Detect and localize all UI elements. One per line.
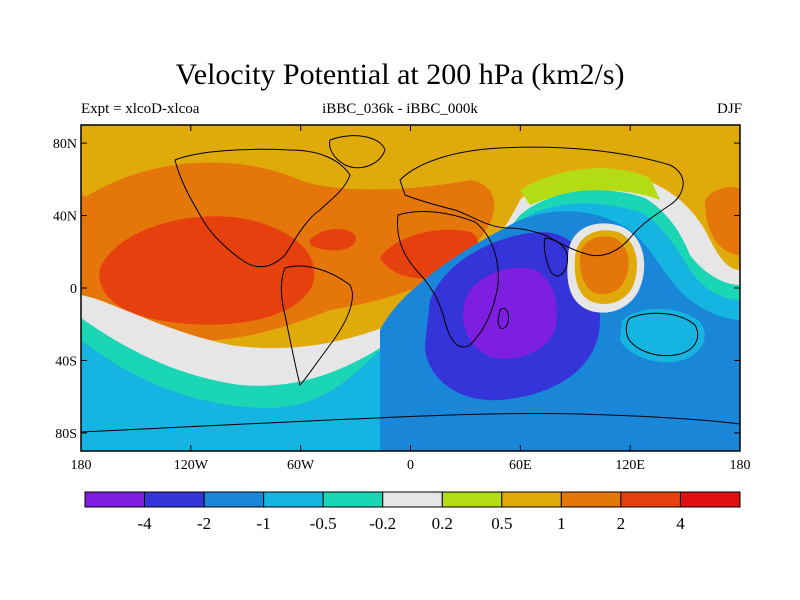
- coast-south-america: [280, 265, 353, 386]
- x-tick-label: 0: [407, 458, 414, 473]
- colorbar-label: -0.2: [369, 514, 396, 533]
- difference-label: iBBC_036k - iBBC_000k: [322, 101, 478, 117]
- season-label: DJF: [716, 101, 742, 117]
- coast-india: [543, 237, 568, 277]
- chart-title: Velocity Potential at 200 hPa (km2/s): [175, 58, 625, 91]
- y-tick-label: 0: [70, 282, 77, 297]
- contour-australia-cyan: [620, 308, 705, 363]
- coast-north-america: [174, 148, 351, 268]
- coast-africa: [396, 210, 499, 348]
- coastlines: [81, 135, 740, 433]
- velocity-potential-field: [81, 162, 740, 451]
- colorbar-label: 1: [557, 514, 566, 533]
- x-tick-label: 60E: [509, 458, 532, 473]
- y-tick-label: 40N: [53, 210, 77, 225]
- colorbar-label: -2: [197, 514, 211, 533]
- colorbar-swatch: [84, 491, 146, 508]
- coast-europe-asia: [399, 146, 684, 257]
- colorbar-label: -4: [137, 514, 152, 533]
- contour-indochina-orange: [579, 236, 629, 295]
- colorbar-label: -1: [257, 514, 271, 533]
- contour-red-pacific: [99, 216, 315, 325]
- colorbar-swatch: [441, 491, 503, 508]
- colorbar-swatch: [263, 491, 324, 508]
- contour-orange-westedge: [81, 195, 98, 253]
- y-axis: 80N 40N 0 40S 80S: [53, 137, 740, 442]
- colorbar-swatch: [322, 491, 384, 508]
- x-tick-label: 180: [730, 458, 751, 473]
- x-tick-label: 120E: [615, 458, 645, 473]
- x-axis: 180 120W 60W 0 60E 120E 180: [71, 125, 751, 473]
- y-tick-label: 40S: [55, 354, 77, 369]
- colorbar-swatch: [560, 491, 622, 508]
- colorbar-swatch: [382, 491, 443, 508]
- colorbar-swatch: [144, 491, 205, 508]
- contour-green-band: [520, 168, 660, 205]
- colorbar: -4 -2 -1 -0.5 -0.2 0.2 0.5 1 2 4: [84, 491, 741, 533]
- coast-greenland: [329, 135, 386, 169]
- x-tick-label: 120W: [174, 458, 209, 473]
- colorbar-label: -0.5: [310, 514, 337, 533]
- colorbar-label: 4: [676, 514, 685, 533]
- contour-orange-east: [705, 187, 740, 255]
- experiment-label: Expt = xlcoD-xlcoa: [81, 101, 200, 117]
- x-tick-label: 60W: [287, 458, 315, 473]
- coast-madagascar: [497, 307, 509, 329]
- colorbar-swatch: [501, 491, 562, 508]
- coast-australia: [625, 312, 699, 357]
- colorbar-swatch: [203, 491, 265, 508]
- contour-purple-core: [463, 267, 557, 359]
- colorbar-label: 2: [617, 514, 626, 533]
- colorbar-swatch: [620, 491, 681, 508]
- colorbar-label: 0.2: [432, 514, 453, 533]
- coast-antarctica: [81, 412, 740, 433]
- contour-red-na: [309, 228, 356, 251]
- y-tick-label: 80N: [53, 137, 77, 152]
- x-tick-label: 180: [71, 458, 92, 473]
- colorbar-label: 0.5: [491, 514, 512, 533]
- y-tick-label: 80S: [55, 427, 77, 442]
- colorbar-swatch: [679, 491, 741, 508]
